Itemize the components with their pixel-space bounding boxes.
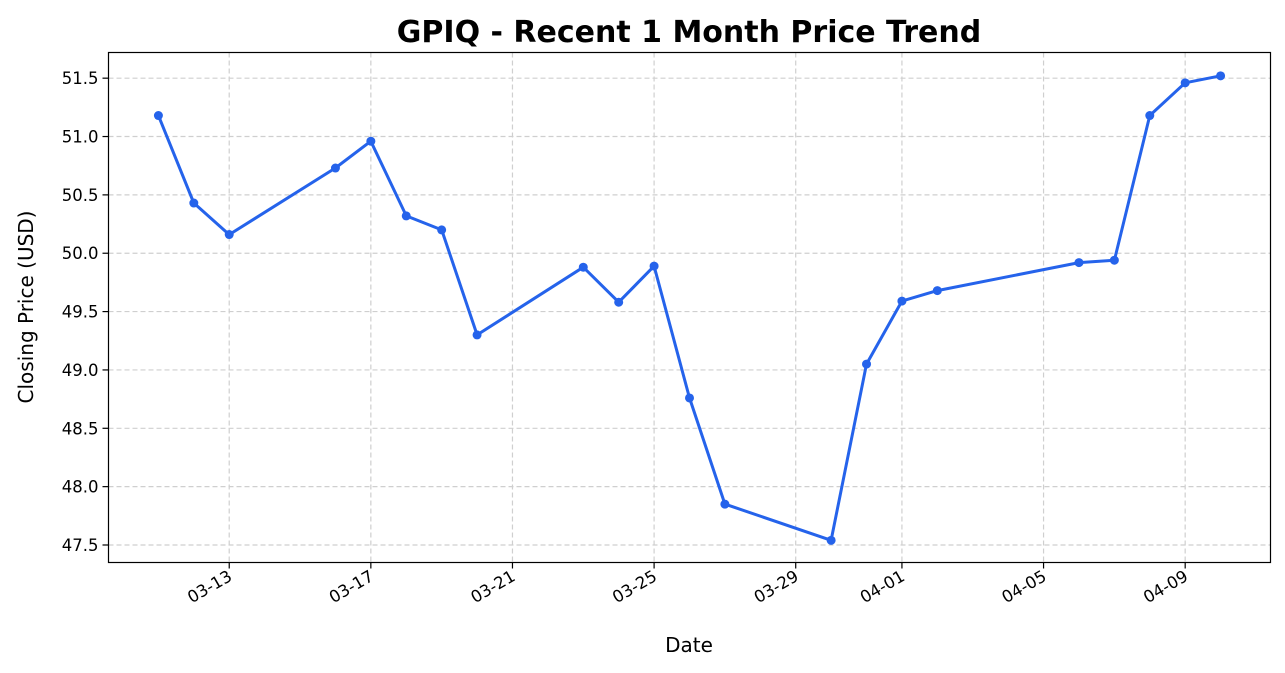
- x-tick-label: 04-01: [857, 567, 908, 607]
- data-point: [153, 111, 163, 121]
- data-point: [1216, 71, 1226, 81]
- x-tick-label: 03-21: [467, 567, 518, 607]
- data-point: [366, 136, 376, 146]
- data-point: [1145, 111, 1155, 121]
- data-point: [826, 535, 836, 545]
- x-tick-label: 03-29: [751, 567, 802, 607]
- data-point: [1074, 258, 1084, 268]
- y-tick-label: 48.0: [62, 478, 99, 497]
- data-point: [862, 359, 872, 369]
- data-point: [472, 330, 482, 340]
- y-tick-label: 49.0: [62, 361, 99, 380]
- x-tick-label: 03-17: [326, 567, 377, 607]
- data-point: [1109, 255, 1119, 265]
- axis-ticks: 03-13 03-17 03-21 03-25 03-29 04-01 04-05 04-09…: [62, 69, 1191, 607]
- data-point: [932, 286, 942, 296]
- data-point: [578, 262, 588, 272]
- y-tick-label: 49.5: [62, 303, 99, 322]
- data-point: [401, 211, 411, 221]
- data-point: [330, 163, 340, 173]
- x-tick-label: 03-13: [184, 567, 235, 607]
- data-point: [224, 230, 234, 240]
- data-point: [189, 198, 199, 208]
- data-point: [720, 499, 730, 509]
- series-layer: [153, 71, 1226, 545]
- data-point: [897, 296, 907, 306]
- y-tick-label: 50.5: [62, 186, 99, 205]
- x-tick-label: 03-25: [609, 567, 660, 607]
- data-point: [437, 225, 447, 235]
- data-point: [649, 261, 659, 271]
- y-tick-label: 51.5: [62, 69, 99, 88]
- x-tick-label: 04-09: [1140, 567, 1191, 607]
- series-line: [157, 74, 1221, 542]
- grid: [108, 52, 1271, 563]
- y-tick-label: 51.0: [62, 128, 99, 147]
- data-point: [614, 297, 624, 307]
- data-point: [1180, 78, 1190, 88]
- y-tick-label: 50.0: [62, 244, 99, 263]
- data-point: [685, 393, 694, 403]
- x-tick-label: 04-05: [999, 567, 1050, 607]
- plot-frame: [107, 51, 1272, 564]
- x-axis-label: Date: [665, 633, 713, 657]
- y-tick-label: 48.5: [62, 419, 99, 438]
- chart-title: GPIQ - Recent 1 Month Price Trend: [397, 15, 981, 50]
- y-axis-label: Closing Price (USD): [14, 211, 38, 404]
- y-tick-label: 47.5: [62, 536, 99, 555]
